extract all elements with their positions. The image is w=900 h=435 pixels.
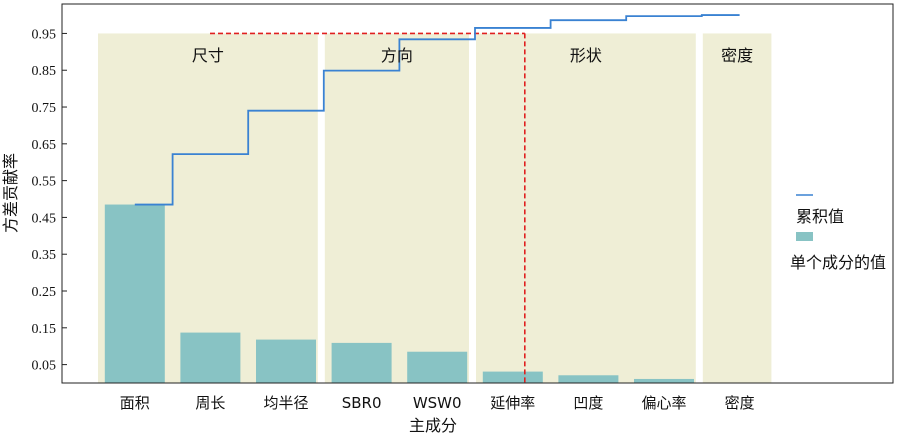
bar-3 xyxy=(331,342,392,383)
legend-bar-swatch xyxy=(796,232,813,241)
y-tick-label: 0.05 xyxy=(32,359,57,374)
y-tick-label: 0.45 xyxy=(32,211,57,226)
legend-label-bar: 单个成分的值 xyxy=(790,253,886,272)
x-tick-label: 面积 xyxy=(120,394,150,412)
group-band-3 xyxy=(702,33,772,384)
y-tick-label: 0.25 xyxy=(32,285,57,300)
bar-0 xyxy=(104,204,165,383)
bar-2 xyxy=(256,339,316,383)
bar-1 xyxy=(180,332,241,383)
bar-4 xyxy=(407,351,468,383)
x-tick-label: 凹度 xyxy=(573,394,603,412)
threshold-line xyxy=(210,32,526,383)
y-axis-title: 方差贡献率 xyxy=(1,153,20,233)
bar-5 xyxy=(482,371,543,383)
plot-border xyxy=(61,3,894,384)
x-axis-labels: 面积 周长 均半径 SBR0 WSW0 延伸率 凹度 偏心率 密度 xyxy=(120,394,755,412)
cumulative-step-line xyxy=(134,14,740,206)
y-tick-label: 0.85 xyxy=(32,64,57,79)
x-tick-label: 均半径 xyxy=(263,394,308,412)
x-tick-label: 密度 xyxy=(725,394,755,412)
group-label: 尺寸 xyxy=(192,46,224,65)
bar-series xyxy=(104,204,694,383)
y-axis-ticks: 0.05 0.15 0.25 0.35 0.45 0.55 0.65 0.75 0.85 0.95 xyxy=(32,27,67,374)
x-axis-title: 主成分 xyxy=(409,416,457,435)
x-tick-label: 延伸率 xyxy=(490,394,535,412)
group-labels: 尺寸 方向 形状 密度 xyxy=(192,46,753,65)
x-tick-label: SBR0 xyxy=(342,394,382,412)
bar-6 xyxy=(558,375,619,383)
y-tick-label: 0.35 xyxy=(32,248,57,263)
plot-frame xyxy=(61,3,894,384)
x-tick-label: WSW0 xyxy=(413,394,462,412)
legend-label-cumulative: 累积值 xyxy=(796,207,844,226)
bar-7 xyxy=(634,378,694,383)
group-label: 密度 xyxy=(721,46,753,65)
cumulative-line xyxy=(134,14,740,206)
y-tick-label: 0.15 xyxy=(32,322,57,337)
y-tick-label: 0.95 xyxy=(32,27,57,42)
y-tick-label: 0.65 xyxy=(32,138,57,153)
y-tick-label: 0.55 xyxy=(32,175,57,190)
x-tick-label: 周长 xyxy=(195,394,225,412)
group-shades xyxy=(98,33,772,384)
group-band-1 xyxy=(324,33,469,384)
group-band-2 xyxy=(476,33,696,384)
group-label: 形状 xyxy=(570,46,602,65)
group-label: 方向 xyxy=(381,46,413,65)
x-tick-label: 偏心率 xyxy=(641,394,686,412)
y-tick-label: 0.75 xyxy=(32,101,57,116)
